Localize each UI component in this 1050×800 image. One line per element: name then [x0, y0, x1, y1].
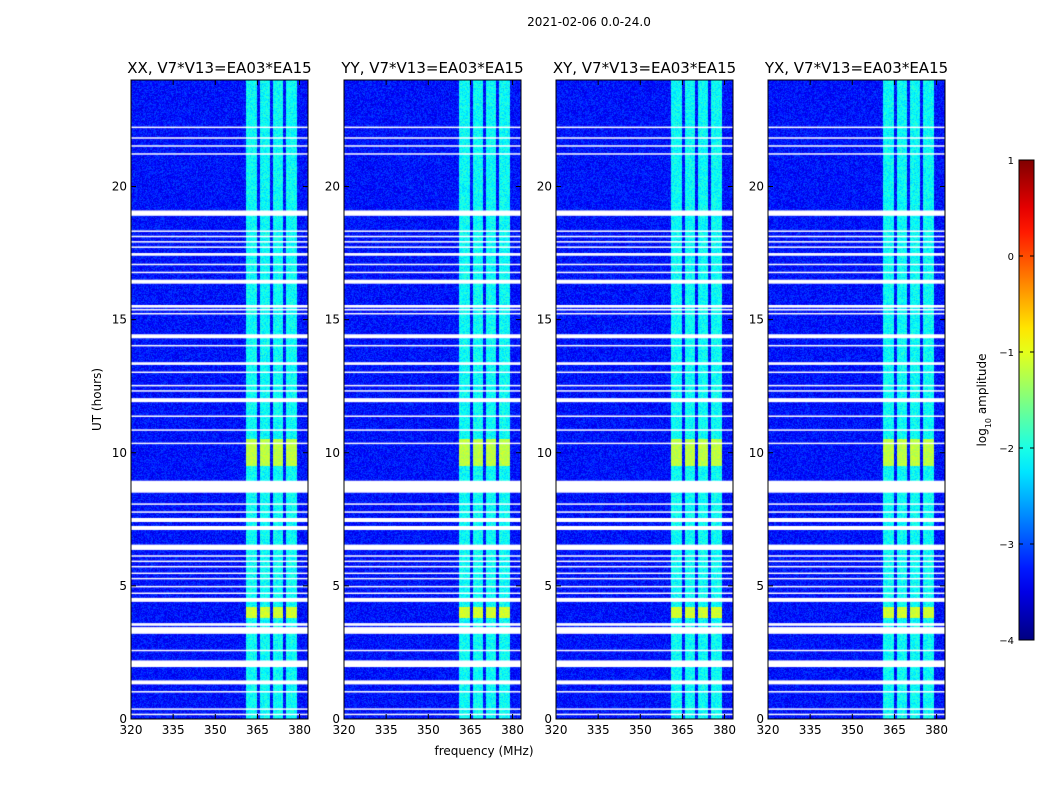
y-tick-label: 5: [544, 579, 552, 593]
y-tick-label: 20: [749, 180, 764, 194]
y-tick-label: 5: [119, 579, 127, 593]
plot-frame: [343, 79, 522, 720]
x-tick-label: 365: [246, 723, 269, 737]
colorbar-tick-label: 1: [1008, 156, 1014, 167]
x-tick-label: 365: [671, 723, 694, 737]
y-tick-label: 10: [325, 446, 340, 460]
plot-frame: [130, 79, 309, 720]
x-tick-label: 335: [799, 723, 822, 737]
panel-xy: XY, V7*V13=EA03*EA15 320 335 350 365 380 0 5 10 1…: [537, 59, 736, 737]
panel-title: YY, V7*V13=EA03*EA15: [340, 59, 523, 77]
waterfall-image: [768, 80, 945, 719]
panel-xx: XX, V7*V13=EA03*EA15 320 335 350 365 380 0 5 10 1…: [90, 59, 312, 737]
colorbar-tick-label: −4: [999, 636, 1014, 647]
waterfall-image: [344, 80, 521, 719]
y-tick-label: 0: [756, 712, 764, 726]
y-tick-label: 20: [537, 180, 552, 194]
panel-title: YX, V7*V13=EA03*EA15: [764, 59, 948, 77]
y-tick-label: 10: [537, 446, 552, 460]
y-tick-label: 15: [537, 313, 552, 327]
x-tick-label: 365: [883, 723, 906, 737]
colorbar-tick-label: −1: [999, 348, 1014, 359]
x-tick-label: 320: [545, 723, 568, 737]
y-tick-label: 0: [544, 712, 552, 726]
x-tick-label: 320: [333, 723, 356, 737]
y-tick-label: 15: [749, 313, 764, 327]
x-tick-label: 380: [501, 723, 524, 737]
plot-frame: [767, 79, 946, 720]
x-tick-label: 320: [757, 723, 780, 737]
y-tick-label: 0: [119, 712, 127, 726]
x-tick-label: 320: [120, 723, 143, 737]
x-tick-label: 335: [587, 723, 610, 737]
y-tick-label: 20: [112, 180, 127, 194]
x-tick-label: 380: [288, 723, 311, 737]
waterfall-image: [556, 80, 733, 719]
x-tick-label: 350: [841, 723, 864, 737]
x-axis-label: frequency (MHz): [434, 744, 533, 758]
panel-title: XY, V7*V13=EA03*EA15: [553, 59, 736, 77]
x-tick-label: 380: [713, 723, 736, 737]
colorbar-gradient: [1018, 159, 1035, 641]
x-tick-label: 350: [629, 723, 652, 737]
x-tick-label: 350: [204, 723, 227, 737]
x-tick-label: 350: [417, 723, 440, 737]
panel-yy: YY, V7*V13=EA03*EA15 320 335 350 365 380 0 5 10 1…: [325, 59, 534, 758]
colorbar-tick-label: −2: [999, 444, 1014, 455]
x-tick-label: 380: [925, 723, 948, 737]
y-tick-label: 0: [332, 712, 340, 726]
x-tick-label: 365: [459, 723, 482, 737]
plot-frame: [555, 79, 734, 720]
y-tick-label: 15: [325, 313, 340, 327]
colorbar: 1 0 −1 −2 −3 −4 log10 amplitude: [975, 156, 1035, 647]
colorbar-tick-label: −3: [999, 540, 1014, 551]
figure-title: 2021-02-06 0.0-24.0: [527, 15, 651, 29]
waterfall-image: [131, 80, 308, 719]
y-tick-label: 20: [325, 180, 340, 194]
y-tick-label: 10: [749, 446, 764, 460]
panels-group: XX, V7*V13=EA03*EA15 320 335 350 365 380 0 5 10 1…: [90, 59, 948, 758]
y-tick-label: 5: [756, 579, 764, 593]
y-tick-label: 15: [112, 313, 127, 327]
colorbar-tick-label: 0: [1008, 252, 1014, 263]
x-tick-label: 335: [375, 723, 398, 737]
panel-yx: YX, V7*V13=EA03*EA15 320 335 350 365 380 0 5 10 1…: [749, 59, 948, 737]
colorbar-label: log10 amplitude: [975, 354, 993, 447]
panel-title: XX, V7*V13=EA03*EA15: [127, 59, 311, 77]
x-tick-label: 335: [162, 723, 185, 737]
y-tick-label: 5: [332, 579, 340, 593]
y-tick-label: 10: [112, 446, 127, 460]
y-axis-label: UT (hours): [90, 368, 104, 431]
